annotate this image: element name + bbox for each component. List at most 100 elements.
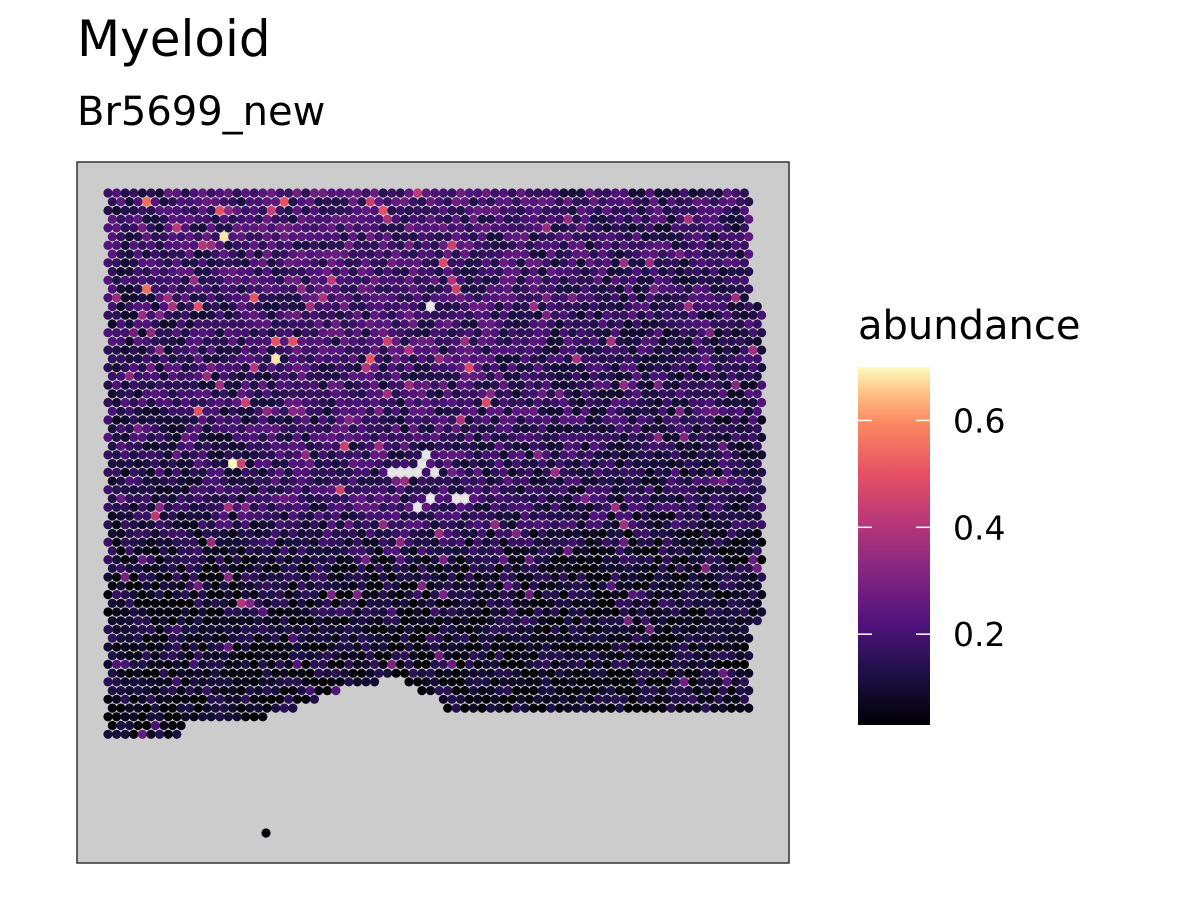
spot: [529, 197, 539, 207]
spot: [451, 267, 461, 277]
spot: [507, 502, 517, 512]
spot: [520, 214, 530, 224]
spot: [331, 214, 341, 224]
spot: [352, 328, 362, 338]
spot: [554, 651, 565, 661]
spot: [395, 380, 405, 390]
spot: [344, 642, 354, 652]
spot: [726, 406, 737, 416]
spot: [451, 301, 461, 312]
spot: [683, 616, 694, 626]
spot: [159, 319, 169, 329]
spot: [554, 581, 565, 591]
spot: [404, 293, 414, 303]
spot: [430, 293, 440, 303]
spot: [542, 240, 552, 250]
spot: [748, 310, 758, 320]
spot: [731, 432, 741, 442]
spot: [537, 267, 547, 277]
spot: [705, 520, 715, 530]
spot: [253, 336, 264, 346]
spot: [361, 240, 371, 250]
spot: [391, 354, 401, 364]
spot: [378, 380, 388, 390]
spot: [516, 537, 526, 547]
spot: [735, 232, 745, 242]
spot: [714, 642, 724, 652]
spot: [533, 572, 543, 582]
spot: [696, 537, 707, 547]
spot: [387, 502, 397, 512]
spot: [378, 607, 388, 617]
spot: [615, 336, 625, 346]
spot: [447, 345, 457, 355]
spot: [344, 415, 354, 425]
spot: [683, 703, 694, 713]
spot: [107, 476, 117, 486]
spot: [146, 572, 156, 582]
spot: [744, 616, 754, 626]
spot: [692, 406, 702, 416]
spot: [348, 249, 358, 259]
spot: [425, 686, 436, 696]
spot: [370, 642, 380, 652]
spot: [550, 537, 560, 547]
spot: [374, 476, 384, 486]
spot: [193, 686, 203, 696]
spot: [382, 389, 393, 399]
spot: [275, 205, 285, 216]
spot: [623, 406, 633, 416]
spot: [129, 624, 139, 635]
spot: [714, 275, 724, 285]
spot: [537, 319, 547, 329]
spot: [365, 424, 375, 434]
spot: [615, 528, 625, 539]
spot: [735, 668, 745, 678]
spot: [223, 432, 233, 442]
spot: [133, 441, 143, 451]
spot: [245, 232, 255, 242]
spot: [731, 520, 741, 530]
spot: [550, 450, 560, 460]
spot: [451, 494, 461, 504]
spot: [215, 520, 225, 530]
spot: [468, 598, 479, 608]
spot: [688, 537, 698, 547]
spot: [322, 581, 332, 591]
spot: [524, 485, 535, 495]
spot: [236, 563, 246, 574]
spot: [146, 624, 156, 635]
spot: [172, 275, 182, 285]
spot: [249, 555, 259, 565]
spot: [709, 441, 719, 451]
spot: [309, 258, 319, 268]
spot: [116, 703, 126, 713]
spot: [460, 563, 470, 574]
spot: [589, 214, 599, 224]
spot: [468, 703, 479, 713]
spot: [554, 214, 565, 224]
spot: [520, 441, 530, 451]
spot: [701, 371, 711, 381]
spot: [649, 651, 659, 661]
spot: [391, 511, 401, 521]
spot: [722, 345, 732, 355]
spot: [623, 668, 633, 678]
spot: [503, 424, 513, 434]
spot: [395, 642, 405, 652]
spot: [296, 406, 307, 416]
spot: [305, 581, 315, 591]
spot: [232, 659, 242, 670]
spot: [752, 563, 762, 574]
spot: [537, 546, 547, 556]
spot: [537, 197, 547, 207]
spot: [112, 205, 122, 216]
spot: [262, 214, 272, 224]
spot: [494, 232, 504, 242]
spot: [554, 546, 565, 556]
spot: [615, 703, 625, 713]
spot: [567, 659, 578, 670]
spot: [546, 284, 556, 294]
spot: [253, 284, 264, 294]
spot: [602, 205, 612, 216]
